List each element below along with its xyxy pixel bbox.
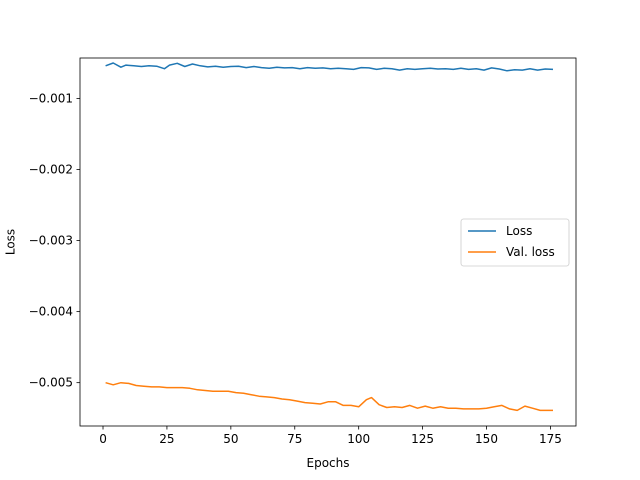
x-axis-ticks: 0 25 50 75 100 125 150 175 <box>99 426 562 446</box>
x-axis-label: Epochs <box>307 456 350 470</box>
legend-label: Loss <box>506 224 532 238</box>
legend-label: Val. loss <box>506 245 555 259</box>
series-line-2 <box>105 381 553 412</box>
x-tick-label: 175 <box>539 432 562 446</box>
x-tick-label: 0 <box>99 432 107 446</box>
y-tick-label: −0.004 <box>29 305 73 319</box>
series-line-1 <box>105 62 554 72</box>
legend: Loss Val. loss <box>460 218 570 267</box>
y-tick-label: −0.003 <box>29 234 73 248</box>
plot-frame <box>79 57 577 427</box>
x-tick-label: 150 <box>475 432 498 446</box>
y-tick-label: −0.001 <box>29 91 73 105</box>
y-axis-ticks: −0.001 −0.002 −0.003 −0.004 −0.005 <box>29 91 80 390</box>
x-tick-label: 125 <box>411 432 434 446</box>
x-tick-label: 50 <box>223 432 238 446</box>
y-tick-label: −0.002 <box>29 163 73 177</box>
plot-lines <box>105 62 554 412</box>
x-tick-label: 100 <box>347 432 370 446</box>
y-axis-label: Loss <box>4 229 18 255</box>
x-tick-label: 75 <box>287 432 302 446</box>
y-tick-label: −0.005 <box>29 376 73 390</box>
x-tick-label: 25 <box>159 432 174 446</box>
